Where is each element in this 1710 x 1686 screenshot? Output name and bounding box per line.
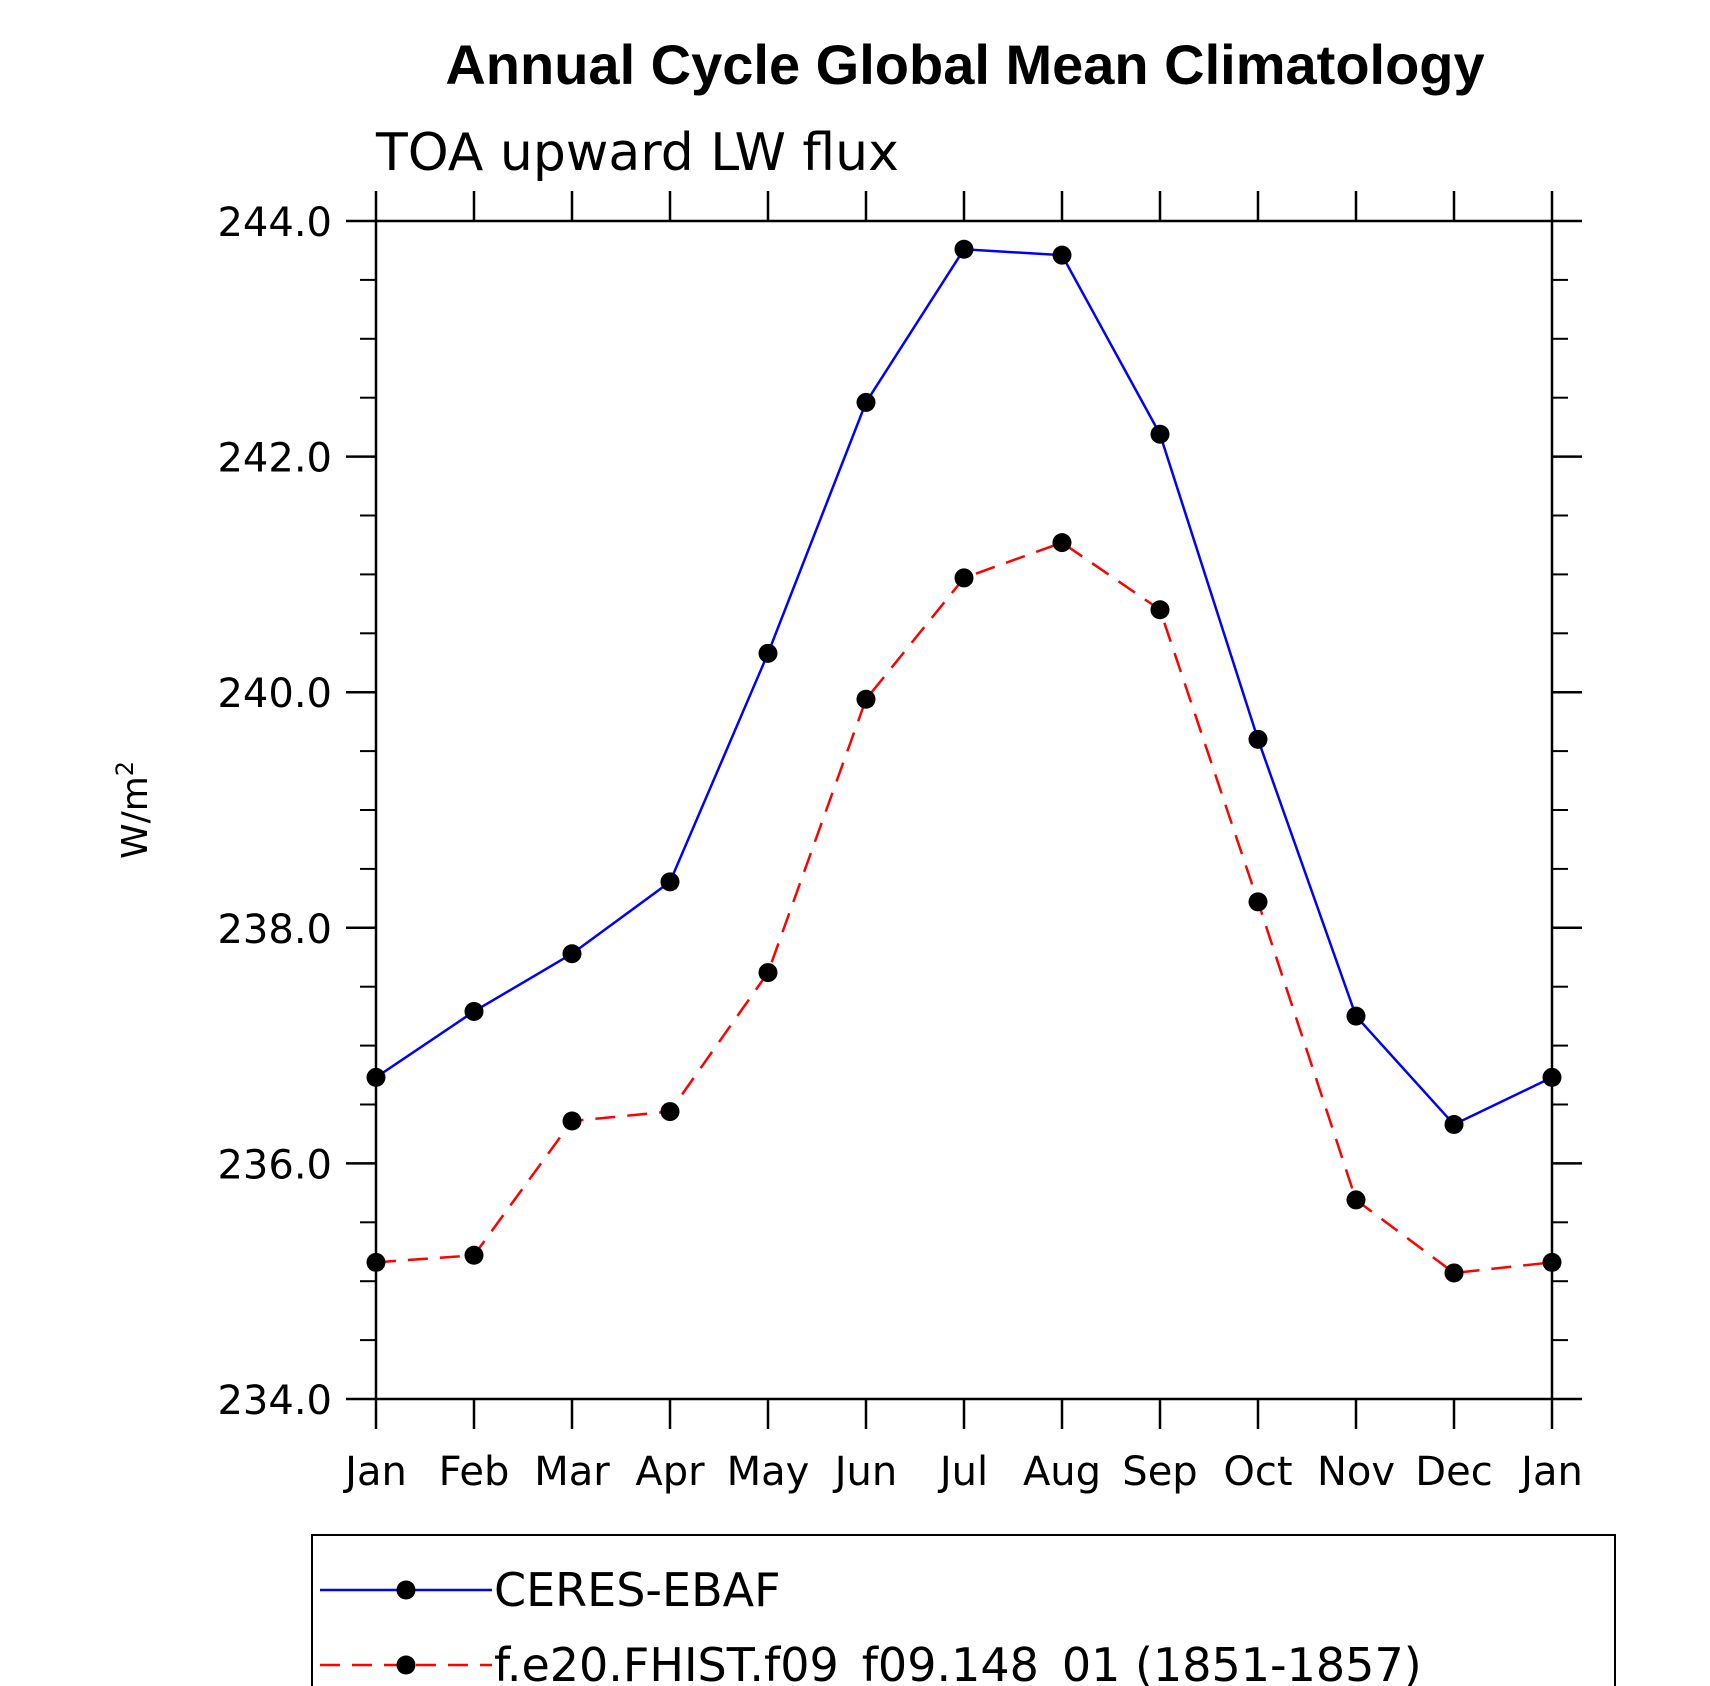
data-point [1346,1006,1366,1026]
legend-entry-label: CERES-EBAF [494,1563,781,1617]
data-point [660,1102,680,1122]
data-point [1248,729,1268,749]
x-tick-label: Sep [1122,1449,1197,1495]
chart-subtitle: TOA upward LW flux [375,123,899,183]
y-axis-tick-labels: 234.0 236.0 238.0 240.0 242.0 244.0 [217,200,332,1424]
x-tick-label: Jan [342,1449,407,1495]
y-axis-label-superscript: 2 [111,761,139,776]
y-tick-label: 236.0 [217,1142,332,1188]
x-tick-label: Feb [439,1449,510,1495]
data-point [758,963,778,983]
chart-title: Annual Cycle Global Mean Climatology [445,33,1484,96]
data-point [954,568,974,588]
legend-entry-label: f.e20.FHIST.f09_f09.148_01 (1851-1857) [494,1638,1422,1686]
data-point [1052,533,1072,553]
data-point [366,1252,386,1272]
data-point [1346,1190,1366,1210]
legend: CERES-EBAF f.e20.FHIST.f09_f09.148_01 (18… [320,1563,1422,1686]
legend-swatch-marker [396,1655,416,1675]
data-point [1248,892,1268,912]
data-point [660,872,680,892]
series-line [375,541,1553,1275]
data-point [856,392,876,412]
y-tick-label: 240.0 [217,671,332,717]
plot-frame [374,219,1554,1401]
data-point [464,1001,484,1021]
y-axis-ticks [346,219,1582,1401]
x-tick-label: Jan [1518,1449,1583,1495]
legend-box [311,1534,1616,1686]
series-2 [366,533,1562,1283]
data-point [1444,1115,1464,1135]
data-point [1444,1263,1464,1283]
x-tick-label: Dec [1415,1449,1492,1495]
data-point [1542,1252,1562,1272]
data-point [366,1067,386,1087]
y-tick-label: 244.0 [217,200,332,246]
y-tick-label: 238.0 [217,907,332,953]
x-axis-ticks [374,191,1554,1429]
x-tick-label: Nov [1317,1449,1395,1495]
legend-swatch-marker [396,1580,416,1600]
data-point [1052,245,1072,265]
x-tick-label: May [727,1449,810,1495]
data-point [1150,424,1170,444]
data-point [562,1111,582,1131]
series-line [375,247,1553,1127]
x-tick-label: Oct [1223,1449,1292,1495]
series-1 [366,239,1562,1135]
y-tick-label: 234.0 [217,1378,332,1424]
data-point [856,689,876,709]
x-tick-label: Aug [1023,1449,1101,1495]
data-point [464,1245,484,1265]
y-axis-label-text: W/m [115,776,156,859]
data-point [954,239,974,259]
x-axis-tick-labels: Jan Feb Mar Apr May Jun Jul Aug Sep Oct Nov Dec Jan [342,1449,1583,1495]
y-tick-label: 242.0 [217,436,332,482]
data-point [758,643,778,663]
data-series [366,239,1562,1283]
x-tick-label: Mar [534,1449,610,1495]
data-point [562,944,582,964]
x-tick-label: Jun [832,1449,898,1495]
y-axis-label: W/m2 [111,761,156,859]
x-tick-label: Jul [937,1449,988,1495]
data-point [1150,600,1170,620]
data-point [1542,1067,1562,1087]
x-tick-label: Apr [635,1449,705,1495]
